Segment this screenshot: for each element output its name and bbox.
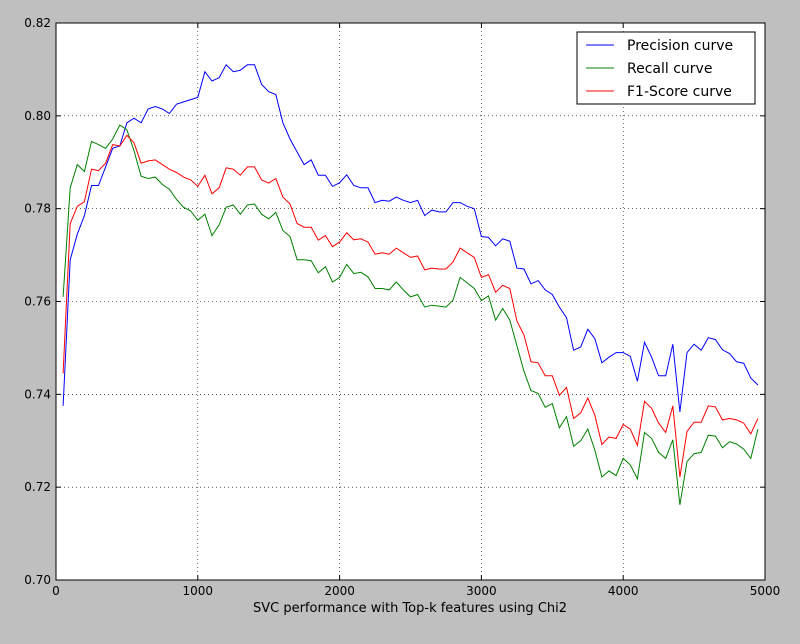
series-line-3	[62, 134, 759, 478]
y-tick-label: 0.78	[24, 202, 51, 216]
x-tick-label: 4000	[608, 584, 639, 598]
legend-label-1: Precision curve	[627, 38, 733, 54]
x-tick-label: 3000	[466, 584, 497, 598]
x-tick-label: 1000	[183, 584, 214, 598]
x-tick-label: 5000	[750, 584, 781, 598]
x-tick-label: 2000	[324, 584, 355, 598]
series-lines	[62, 63, 759, 505]
series-line-2	[62, 124, 759, 505]
axis-ticks: 0 1000 2000 3000 4000 5000 0.70 0.72 0.74 0.76 0.7…	[24, 16, 780, 598]
legend-label-2: Recall curve	[627, 61, 712, 77]
gridlines	[56, 23, 765, 580]
x-tick-label: 0	[52, 584, 60, 598]
legend-label-3: F1-Score curve	[627, 84, 732, 100]
y-tick-label: 0.70	[24, 573, 51, 587]
plot-area	[56, 23, 765, 580]
y-tick-label: 0.76	[24, 295, 51, 309]
y-tick-label: 0.72	[24, 480, 51, 494]
legend: Precision curve Recall curve F1-Score curv…	[576, 31, 756, 105]
y-tick-label: 0.82	[24, 16, 51, 30]
x-axis-label: SVC performance with Top-k features usin…	[253, 601, 567, 616]
series-line-1	[62, 63, 759, 413]
y-tick-label: 0.74	[24, 387, 51, 401]
y-tick-label: 0.80	[24, 109, 51, 123]
